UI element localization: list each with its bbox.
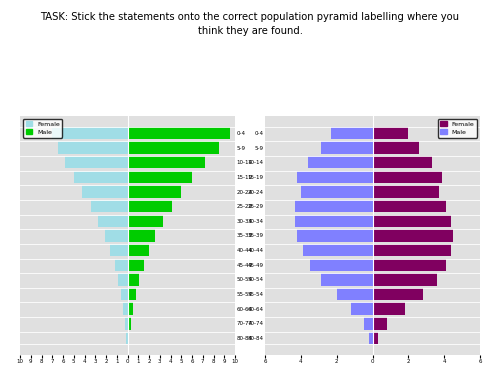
Bar bbox=[128, 200, 172, 212]
Bar bbox=[372, 156, 432, 168]
Bar bbox=[128, 215, 163, 227]
Bar bbox=[128, 141, 219, 154]
Bar bbox=[372, 229, 453, 242]
Bar bbox=[372, 332, 378, 344]
Bar bbox=[128, 259, 144, 271]
Bar bbox=[372, 171, 442, 183]
Bar bbox=[128, 229, 156, 242]
Bar bbox=[110, 244, 128, 256]
Bar bbox=[128, 317, 130, 330]
Bar bbox=[372, 215, 452, 227]
Bar bbox=[336, 288, 372, 300]
Bar bbox=[301, 185, 372, 198]
Bar bbox=[372, 259, 446, 271]
Bar bbox=[128, 244, 149, 256]
Bar bbox=[372, 273, 437, 286]
Bar bbox=[372, 141, 419, 154]
Bar bbox=[128, 156, 205, 168]
Text: TASK: Stick the statements onto the correct population pyramid labelling where y: TASK: Stick the statements onto the corr… bbox=[40, 12, 460, 36]
Bar bbox=[332, 127, 372, 139]
Legend: Female, Male: Female, Male bbox=[23, 119, 62, 137]
Bar bbox=[121, 288, 128, 300]
Bar bbox=[364, 317, 372, 330]
Bar bbox=[91, 200, 128, 212]
Bar bbox=[128, 303, 133, 315]
Bar bbox=[296, 200, 372, 212]
Bar bbox=[320, 273, 372, 286]
Bar bbox=[114, 259, 128, 271]
Bar bbox=[65, 156, 128, 168]
Bar bbox=[126, 332, 128, 344]
Bar bbox=[372, 288, 422, 300]
Bar bbox=[52, 127, 128, 139]
Bar bbox=[320, 141, 372, 154]
Bar bbox=[297, 229, 372, 242]
Bar bbox=[302, 244, 372, 256]
Bar bbox=[82, 185, 128, 198]
Bar bbox=[308, 156, 372, 168]
Bar bbox=[372, 185, 439, 198]
Bar bbox=[105, 229, 128, 242]
Bar bbox=[128, 171, 192, 183]
Bar bbox=[296, 215, 372, 227]
Bar bbox=[297, 171, 372, 183]
Bar bbox=[74, 171, 128, 183]
Bar bbox=[351, 303, 372, 315]
Bar bbox=[98, 215, 128, 227]
Bar bbox=[372, 317, 387, 330]
Bar bbox=[128, 288, 136, 300]
Bar bbox=[58, 141, 128, 154]
Legend: Female, Male: Female, Male bbox=[438, 119, 477, 137]
Bar bbox=[118, 273, 128, 286]
Bar bbox=[128, 127, 230, 139]
Bar bbox=[372, 244, 452, 256]
Bar bbox=[372, 303, 405, 315]
Bar bbox=[126, 317, 128, 330]
Bar bbox=[369, 332, 372, 344]
Bar bbox=[128, 185, 181, 198]
Bar bbox=[123, 303, 128, 315]
Bar bbox=[372, 200, 446, 212]
Bar bbox=[310, 259, 372, 271]
Bar bbox=[372, 127, 408, 139]
Bar bbox=[128, 273, 140, 286]
